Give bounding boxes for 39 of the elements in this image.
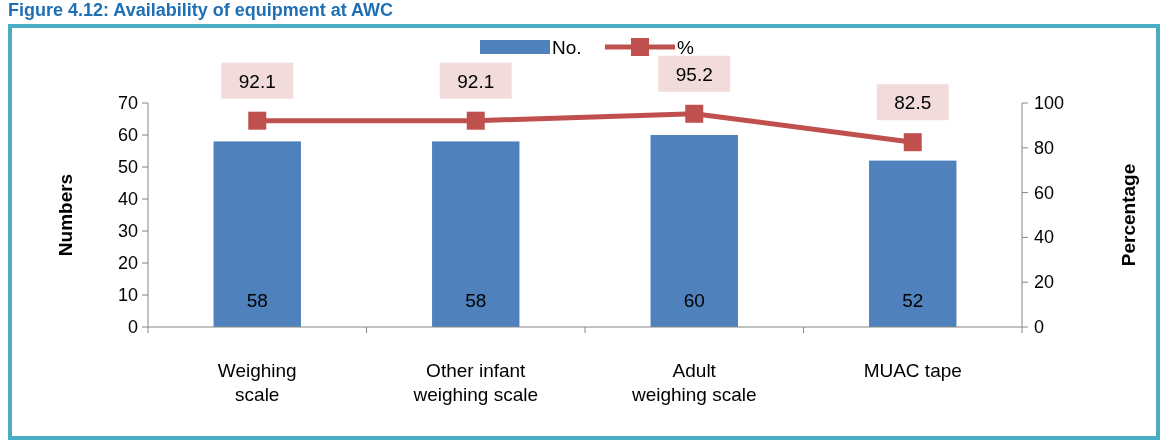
point xyxy=(685,104,704,123)
point xyxy=(466,111,485,130)
point xyxy=(903,133,922,152)
data-label: 58 xyxy=(465,290,487,311)
y2-tick-label: 0 xyxy=(1034,317,1045,337)
legend-label: % xyxy=(677,37,694,58)
data-label: 52 xyxy=(902,290,924,311)
data-label: 92.1 xyxy=(238,70,276,92)
bar xyxy=(869,160,957,327)
y-tick-label: 60 xyxy=(117,125,138,145)
x-tick-label: Other infant weighing scale xyxy=(412,360,539,405)
y2-tick-label: 80 xyxy=(1034,137,1055,158)
data-label: 58 xyxy=(246,290,268,311)
y-tick-label: 20 xyxy=(117,253,138,273)
y2-tick-label: 20 xyxy=(1034,272,1055,293)
y2-tick-label: 60 xyxy=(1034,182,1055,203)
y-tick-label: 30 xyxy=(117,221,138,241)
legend-label: No. xyxy=(552,37,582,58)
y2-tick-label: 100 xyxy=(1034,93,1065,113)
data-label: 95.2 xyxy=(675,63,713,85)
y-tick-label: 10 xyxy=(117,285,138,305)
x-tick-label: MUAC tape xyxy=(863,360,962,381)
data-label: 82.5 xyxy=(894,92,932,114)
bar xyxy=(432,141,520,327)
y-tick-label: 70 xyxy=(117,93,138,113)
data-label: 92.1 xyxy=(457,70,495,92)
y-axis-title: Numbers xyxy=(55,173,76,257)
point xyxy=(248,111,267,130)
bar xyxy=(213,141,301,327)
y-tick-label: 40 xyxy=(117,189,138,209)
y2-tick-label: 40 xyxy=(1034,227,1055,248)
y2-axis-title: Percentage xyxy=(1118,163,1139,267)
bar xyxy=(650,135,738,327)
x-tick-label: Weighing scale xyxy=(217,360,297,405)
x-tick-label: Adult weighing scale xyxy=(630,360,757,405)
y-tick-label: 50 xyxy=(117,157,138,177)
data-label: 60 xyxy=(683,290,705,311)
y-tick-label: 0 xyxy=(127,317,138,337)
chart-title: Figure 4.12: Availability of equipment at AWC xyxy=(8,0,394,20)
